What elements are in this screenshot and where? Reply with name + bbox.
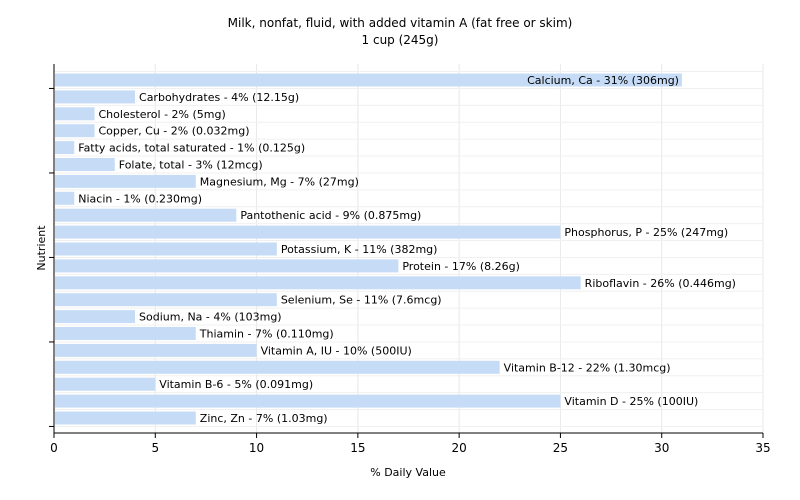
bar-label-3: Copper, Cu - 2% (0.032mg) [99,125,250,138]
bar-label-7: Niacin - 1% (0.230mg) [78,192,202,205]
bar-label-18: Vitamin B-6 - 5% (0.091mg) [159,378,313,391]
bar-label-4: Fatty acids, total saturated - 1% (0.125… [78,142,305,155]
bar-1 [55,90,136,104]
bar-19 [55,394,561,408]
bar-6 [55,174,196,188]
x-axis-title: % Daily Value [370,466,446,479]
bar-label-14: Sodium, Na - 4% (103mg) [139,311,282,324]
bar-label-0: Calcium, Ca - 31% (306mg) [527,74,679,87]
bar-label-17: Vitamin B-12 - 22% (1.30mcg) [504,361,671,374]
x-tick-label-0: 0 [50,441,58,455]
bar-5 [55,158,115,171]
bar-label-9: Phosphorus, P - 25% (247mg) [564,226,728,239]
bar-13 [55,293,277,307]
bar-15 [55,327,196,340]
bar-label-13: Selenium, Se - 11% (7.6mcg) [281,294,442,307]
bar-label-2: Cholesterol - 2% (5mg) [99,108,226,121]
bar-4 [55,141,75,155]
bar-8 [55,208,237,222]
bar-18 [55,377,156,391]
bar-11 [55,259,399,273]
bar-14 [55,310,136,324]
x-tick-label-2: 10 [249,441,264,455]
grid-lines [54,64,764,433]
bar-label-15: Thiamin - 7% (0.110mg) [199,328,334,341]
y-axis-title: Nutrient [35,225,48,271]
bar-label-16: Vitamin A, IU - 10% (500IU) [261,344,412,357]
x-tick-label-5: 25 [553,441,568,455]
bar-label-12: Riboflavin - 26% (0.446mg) [585,277,736,290]
bar-16 [55,343,257,357]
x-tick-label-7: 35 [755,441,770,455]
x-tick-label-1: 5 [151,441,159,455]
x-tick-label-6: 30 [654,441,669,455]
bar-17 [55,360,500,374]
bar-20 [55,411,196,425]
bar-9 [55,225,561,239]
bar-label-19: Vitamin D - 25% (100IU) [564,395,698,408]
bar-label-1: Carbohydrates - 4% (12.15g) [139,91,299,104]
x-tick-label-3: 15 [350,441,365,455]
chart-title: Milk, nonfat, fluid, with added vitamin … [228,16,573,30]
bar-3 [55,124,95,138]
chart-subtitle: 1 cup (245g) [362,33,439,47]
bar-label-20: Zinc, Zn - 7% (1.03mg) [200,412,328,425]
bar-label-10: Potassium, K - 11% (382mg) [281,243,438,256]
bars-group: Calcium, Ca - 31% (306mg) Carbohydrates -… [55,73,736,425]
bar-0 [55,73,682,87]
bar-label-8: Pantothenic acid - 9% (0.875mg) [240,209,421,222]
bar-label-6: Magnesium, Mg - 7% (27mg) [200,175,359,188]
bar-7 [55,191,75,205]
bar-label-11: Protein - 17% (8.26g) [402,260,520,273]
bar-label-5: Folate, total - 3% (12mcg) [119,159,263,172]
x-tick-label-4: 20 [452,441,467,455]
bar-10 [55,242,277,256]
bar-12 [55,276,581,290]
axes-group: 0 5 10 15 20 25 30 35 [49,64,771,455]
bar-2 [55,107,95,121]
